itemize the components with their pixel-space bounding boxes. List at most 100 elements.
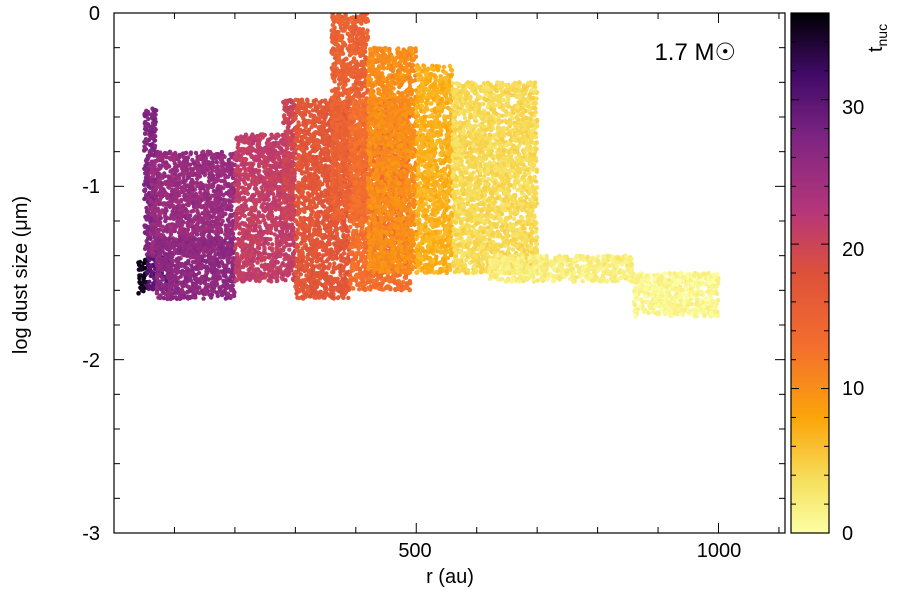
data-point [187, 217, 192, 222]
data-point [262, 177, 267, 183]
data-point [217, 237, 222, 242]
data-point [201, 219, 206, 224]
data-point [223, 211, 228, 217]
data-point [150, 106, 155, 111]
data-point [274, 247, 280, 252]
data-point [279, 230, 285, 236]
data-point [261, 147, 266, 152]
data-point [215, 195, 220, 201]
data-point [256, 233, 261, 239]
data-point [170, 295, 175, 301]
data-point [211, 260, 217, 265]
data-point [198, 245, 204, 250]
data-point [233, 168, 239, 173]
data-point [290, 151, 295, 156]
data-point [258, 237, 264, 243]
data-point [267, 223, 272, 228]
data-point [243, 249, 248, 254]
data-point [158, 274, 164, 279]
data-point [280, 261, 285, 266]
data-point [184, 161, 190, 167]
data-point [152, 117, 157, 123]
data-point [148, 235, 153, 241]
data-point [217, 275, 223, 281]
data-point [248, 182, 253, 188]
data-point [175, 290, 180, 295]
data-point [198, 193, 204, 199]
data-point [177, 153, 183, 158]
data-point [289, 205, 295, 210]
data-point [293, 269, 298, 275]
data-point [272, 274, 278, 279]
data-point [274, 185, 280, 190]
data-point [174, 181, 179, 187]
data-point [215, 293, 220, 299]
data-point [168, 266, 173, 272]
data-point [235, 190, 240, 195]
data-point [341, 234, 346, 239]
data-point [171, 203, 176, 209]
data-point [190, 259, 196, 265]
data-point [142, 144, 147, 149]
data-point [245, 191, 250, 196]
data-point [283, 187, 288, 192]
data-point [235, 197, 241, 202]
data-point [271, 199, 277, 205]
data-point [289, 136, 294, 141]
data-point [291, 251, 297, 256]
data-point [289, 211, 295, 216]
data-point [197, 285, 202, 290]
data-point [221, 269, 226, 274]
data-point [219, 221, 224, 227]
data-point [332, 261, 337, 266]
data-point [163, 252, 169, 257]
data-point [275, 260, 280, 265]
data-point [208, 149, 213, 155]
data-point [233, 222, 239, 228]
data-point [199, 197, 205, 203]
data-point [326, 264, 332, 269]
data-point [234, 277, 240, 282]
data-point [163, 206, 168, 211]
data-point [148, 161, 154, 166]
data-point [323, 285, 329, 290]
data-point [146, 116, 151, 122]
data-point [215, 271, 221, 277]
data-point [251, 235, 256, 240]
data-point [253, 267, 258, 272]
data-point [214, 281, 220, 287]
data-point [268, 227, 273, 232]
data-point [164, 165, 169, 171]
data-point [201, 230, 207, 235]
data-point [275, 278, 280, 283]
data-point [246, 140, 252, 146]
data-point [180, 169, 185, 174]
data-point [287, 247, 292, 252]
data-point [283, 172, 289, 178]
data-point [253, 154, 258, 159]
data-point [287, 271, 292, 276]
data-point [213, 229, 218, 235]
data-point [229, 284, 234, 289]
data-point [240, 271, 245, 277]
data-point [245, 151, 250, 156]
data-point [191, 228, 196, 233]
data-point [258, 174, 263, 180]
data-point [198, 190, 203, 195]
data-point [237, 222, 243, 227]
data-point [293, 116, 298, 121]
data-point [262, 262, 268, 267]
data-point [153, 112, 158, 117]
data-point [207, 236, 213, 241]
data-point [153, 134, 158, 139]
data-point [235, 258, 240, 263]
data-point [284, 180, 289, 186]
data-point [158, 263, 163, 268]
data-point [186, 188, 191, 193]
data-point [173, 171, 178, 176]
data-point [258, 213, 264, 219]
data-point [275, 193, 280, 198]
data-point [179, 270, 184, 275]
data-point [225, 206, 231, 211]
data-point [210, 168, 215, 173]
